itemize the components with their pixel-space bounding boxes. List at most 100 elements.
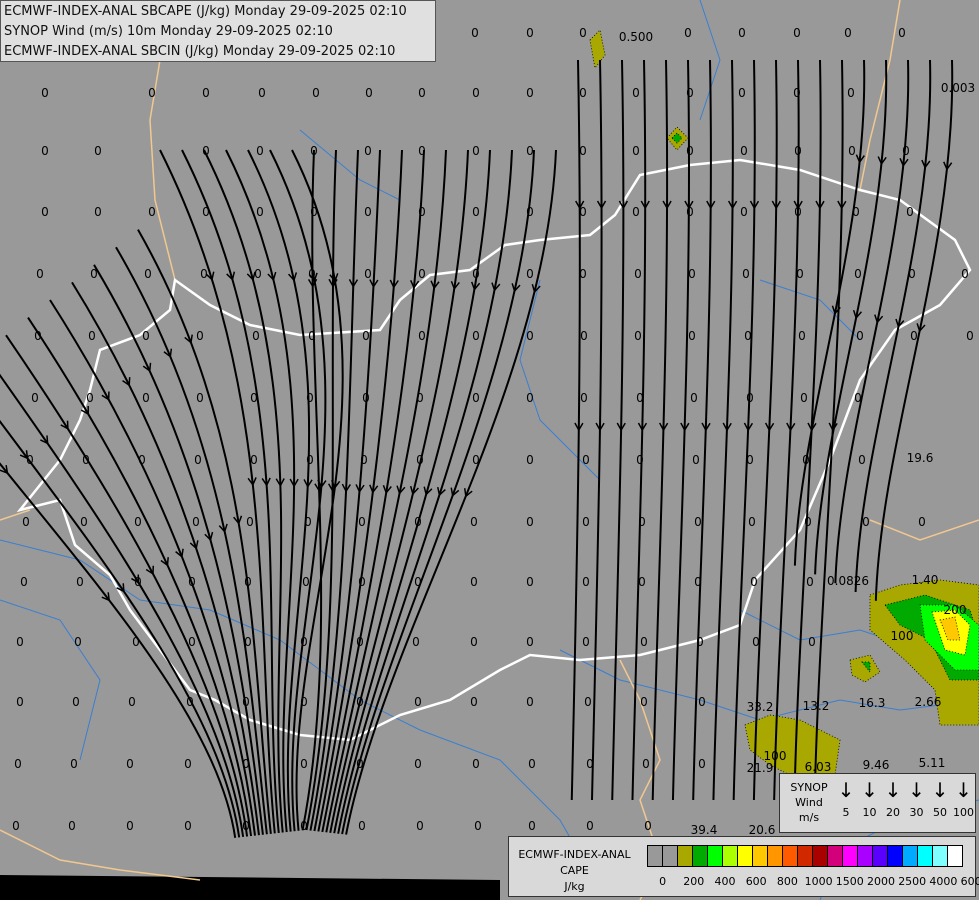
cin-value-label: 0 bbox=[794, 144, 802, 158]
wind-legend-item: ↓ 5 bbox=[834, 778, 858, 819]
cin-value-label: 0 bbox=[142, 391, 150, 405]
cape-tick-label: 2000 bbox=[867, 875, 895, 888]
cin-value-label: 0 bbox=[472, 391, 480, 405]
cin-value-label: 0 bbox=[526, 26, 534, 40]
cin-value-label: 0 bbox=[898, 26, 906, 40]
streamline-arrow-icon bbox=[303, 479, 313, 489]
wind-legend-value: 100 bbox=[953, 806, 974, 819]
streamline-arrow-icon bbox=[596, 200, 607, 210]
cin-value-label: 0 bbox=[580, 391, 588, 405]
cin-value-label: 0 bbox=[793, 26, 801, 40]
cin-value-label: 0 bbox=[252, 329, 260, 343]
streamline bbox=[93, 264, 264, 835]
cin-value-label: 0 bbox=[16, 695, 24, 709]
cin-value-label: 0 bbox=[582, 575, 590, 589]
cin-value-label: 0 bbox=[906, 205, 914, 219]
cin-value-label: 13.2 bbox=[803, 699, 830, 713]
streamline-arrow-icon bbox=[409, 485, 419, 496]
cape-color-swatch bbox=[798, 846, 813, 866]
streamline bbox=[712, 59, 734, 801]
cin-value-label: 0 bbox=[196, 391, 204, 405]
cape-legend-title: ECMWF-INDEX-ANAL CAPE J/kg bbox=[512, 847, 637, 895]
cin-value-label: 0 bbox=[242, 819, 250, 833]
cin-value-label: 200 bbox=[944, 603, 967, 617]
cape-shading bbox=[589, 29, 979, 776]
streamline-arrow-icon bbox=[267, 271, 277, 282]
cin-value-label: 0 bbox=[364, 205, 372, 219]
region-border-line bbox=[0, 829, 201, 881]
streamline-arrow-icon bbox=[275, 478, 285, 488]
cape-contour-area bbox=[671, 132, 683, 144]
cin-value-label: 0 bbox=[414, 757, 422, 771]
cin-value-label: 0 bbox=[742, 267, 750, 281]
cin-value-label: 0 bbox=[186, 695, 194, 709]
wind-legend-value: 30 bbox=[909, 806, 924, 819]
streamline bbox=[854, 59, 932, 593]
cin-value-label: 0 bbox=[854, 267, 862, 281]
cin-value-label: 0 bbox=[808, 635, 816, 649]
cin-value-label: 0 bbox=[750, 575, 758, 589]
streamline-arrow-icon bbox=[831, 305, 841, 315]
streamline-arrow-icon bbox=[916, 323, 926, 333]
cape-contour-area bbox=[861, 661, 871, 674]
country-border bbox=[16, 158, 972, 742]
streamline-arrow-icon bbox=[369, 279, 379, 289]
cin-value-label: 0 bbox=[148, 205, 156, 219]
river-line bbox=[519, 279, 601, 481]
streamline bbox=[671, 59, 691, 801]
cin-value-label: 0 bbox=[256, 205, 264, 219]
cin-value-label: 0 bbox=[418, 86, 426, 100]
cin-value-label: 0 bbox=[752, 635, 760, 649]
cape-contour-area bbox=[939, 616, 961, 641]
streamline-arrow-icon bbox=[355, 484, 365, 494]
cin-value-label: 0 bbox=[746, 453, 754, 467]
cin-value-label: 0 bbox=[806, 575, 814, 589]
streamline-arrow-icon bbox=[437, 486, 446, 497]
cin-value-label: 0 bbox=[414, 575, 422, 589]
streamline bbox=[27, 317, 253, 837]
cin-value-label: 0 bbox=[358, 515, 366, 529]
cape-color-swatch bbox=[738, 846, 753, 866]
cin-value-label: 0 bbox=[16, 635, 24, 649]
map-title-box: ECMWF-INDEX-ANAL SBCAPE (J/kg) Monday 29… bbox=[0, 0, 436, 62]
streamline-arrow-icon bbox=[430, 280, 440, 290]
cin-value-label: 2.66 bbox=[915, 695, 942, 709]
streamline bbox=[309, 149, 359, 831]
streamline bbox=[814, 59, 888, 575]
cin-value-label: 0 bbox=[526, 86, 534, 100]
streamline bbox=[631, 59, 647, 801]
streamline-arrow-icon bbox=[895, 318, 905, 329]
cin-value-label: 0 bbox=[744, 329, 752, 343]
streamline-arrow-icon bbox=[662, 200, 672, 210]
cin-value-label: 0 bbox=[74, 635, 82, 649]
streamline-arrow-icon bbox=[618, 200, 629, 210]
cin-value-label: 0 bbox=[688, 329, 696, 343]
cin-value-label: 0 bbox=[126, 819, 134, 833]
cin-value-label: 0 bbox=[586, 757, 594, 771]
cin-value-label: 0 bbox=[526, 515, 534, 529]
streamline-arrow-icon bbox=[743, 422, 754, 432]
cin-value-label: 21.9 bbox=[747, 761, 774, 775]
cin-value-label: 0 bbox=[579, 144, 587, 158]
cin-value-label: 0 bbox=[580, 329, 588, 343]
cin-value-label: 0 bbox=[694, 515, 702, 529]
streamline-arrow-icon bbox=[511, 283, 521, 293]
cape-legend: ECMWF-INDEX-ANAL CAPE J/kg 0 200 400 600 800… bbox=[508, 836, 979, 897]
cin-value-label: 0 bbox=[844, 26, 852, 40]
cin-value-label: 0 bbox=[184, 819, 192, 833]
cin-value-label: 0 bbox=[690, 391, 698, 405]
streamline-arrow-icon bbox=[450, 281, 460, 291]
cape-color-swatch bbox=[933, 846, 948, 866]
streamline-arrow-icon bbox=[396, 485, 406, 495]
cin-value-label: 0 bbox=[258, 86, 266, 100]
cin-value-label: 0 bbox=[358, 575, 366, 589]
cape-tick-label: 400 bbox=[714, 875, 736, 888]
streamline bbox=[321, 149, 425, 833]
arrow-down-icon: ↓ bbox=[837, 778, 855, 802]
streamline bbox=[611, 59, 625, 801]
streamline-arrow-icon bbox=[637, 422, 648, 432]
cin-value-label: 0 bbox=[858, 453, 866, 467]
cin-value-label: 0 bbox=[300, 635, 308, 649]
cin-value-label: 0 bbox=[472, 329, 480, 343]
